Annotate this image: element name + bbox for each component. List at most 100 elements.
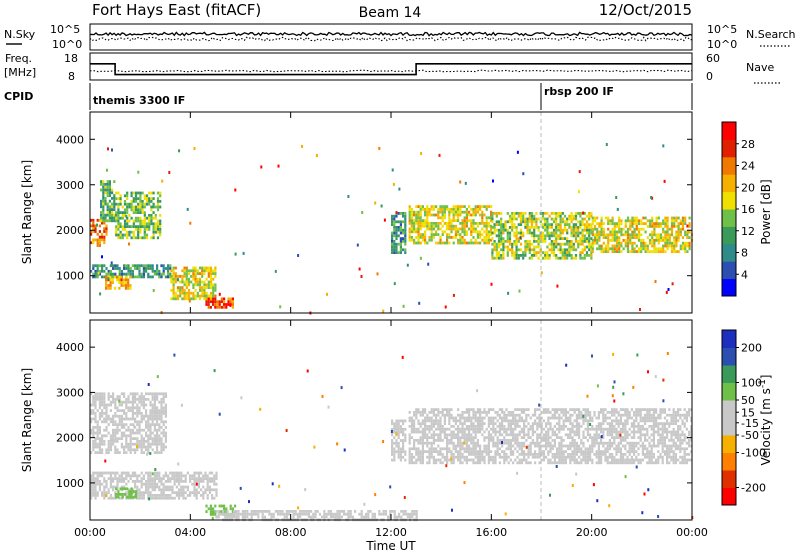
power-cell (145, 236, 149, 240)
power-cell (192, 275, 195, 278)
power-cell (506, 220, 509, 224)
power-cell (611, 233, 614, 237)
power-cell (185, 275, 188, 278)
velocity-cell (562, 411, 565, 414)
velocity-cell (399, 419, 402, 423)
velocity-cell (96, 409, 99, 412)
power-cell (121, 205, 124, 209)
power-cell (119, 236, 122, 240)
velocity-cell (567, 416, 570, 420)
velocity-cell (547, 408, 550, 411)
power-cell (686, 244, 689, 248)
power-cell (585, 228, 589, 232)
power-cell (666, 216, 669, 220)
velocity-cell (512, 411, 515, 414)
power-cell (506, 237, 509, 240)
velocity-cell (156, 445, 159, 449)
velocity-cell (523, 458, 526, 462)
velocity-cell (241, 510, 244, 513)
power-cell (613, 233, 616, 237)
power-cell (461, 219, 464, 222)
power-cell (105, 232, 108, 236)
power-cell (522, 251, 525, 254)
velocity-cell (562, 413, 565, 417)
velocity-cell (459, 450, 462, 453)
power-cell (581, 220, 584, 224)
velocity-cell (446, 453, 449, 456)
velocity-cell (514, 416, 517, 420)
power-cell (101, 267, 104, 270)
power-cell (123, 272, 126, 276)
velocity-cell (397, 427, 400, 431)
velocity-cell (450, 441, 453, 445)
power-cell (139, 222, 142, 226)
velocity-cell (450, 416, 453, 420)
power-cell (172, 286, 175, 289)
power-ytick-label: 3000 (56, 179, 84, 192)
velocity-cell (151, 403, 154, 407)
velocity-cell (373, 515, 376, 519)
power-cell (439, 210, 442, 214)
velocity-cell (421, 447, 424, 451)
velocity-cell (421, 450, 424, 453)
power-cell (417, 219, 420, 222)
power-cell (399, 248, 402, 252)
velocity-cell (428, 436, 431, 439)
velocity-cell (128, 495, 131, 499)
power-cell (192, 297, 195, 301)
power-cell (461, 238, 464, 242)
velocity-cell (123, 480, 126, 483)
power-cell (212, 286, 215, 289)
power-cell (209, 277, 213, 281)
power-cell (152, 205, 155, 209)
velocity-cell (556, 447, 559, 451)
power-cell (424, 222, 427, 225)
velocity-cell (501, 408, 504, 411)
velocity-cell (156, 409, 159, 412)
power-cell (143, 230, 146, 234)
power-cell (183, 283, 186, 287)
velocity-cell (229, 507, 232, 511)
power-cell (120, 275, 123, 279)
power-cell (441, 230, 444, 234)
power-cell (626, 250, 630, 253)
velocity-cell (461, 413, 464, 417)
power-cell (626, 230, 630, 234)
power-cell (651, 216, 654, 220)
power-cell (459, 222, 462, 225)
power-cell (142, 275, 145, 279)
velocity-cell (408, 433, 411, 437)
power-cell (127, 264, 130, 268)
power-colorbar-tick-label: 16 (741, 203, 755, 216)
velocity-cell (529, 453, 532, 456)
velocity-cell (443, 419, 446, 423)
velocity-cell (105, 420, 108, 424)
velocity-cell (263, 515, 266, 519)
velocity-cell (402, 419, 405, 423)
velocity-cell (209, 513, 212, 516)
power-cell (555, 217, 558, 221)
power-cell (681, 216, 685, 220)
power-cell (131, 264, 134, 268)
velocity-cell (549, 416, 552, 420)
velocity-cell (123, 445, 126, 449)
velocity-cell (215, 474, 218, 478)
velocity-cell (193, 482, 196, 486)
velocity-cell (498, 461, 501, 465)
velocity-cell (127, 434, 130, 438)
velocity-cell (118, 395, 121, 398)
velocity-cell (441, 461, 444, 465)
power-cell (677, 222, 680, 225)
velocity-cell (158, 414, 161, 418)
power-cell (129, 286, 132, 290)
power-cell (178, 149, 181, 153)
velocity-cell (162, 482, 165, 486)
velocity-cell (109, 474, 112, 478)
power-cell (122, 278, 125, 282)
power-cell (561, 231, 564, 235)
velocity-cell (167, 477, 170, 480)
power-cell (513, 234, 516, 238)
velocity-cell (580, 411, 583, 414)
velocity-cell (428, 453, 431, 456)
velocity-cell (226, 510, 229, 513)
